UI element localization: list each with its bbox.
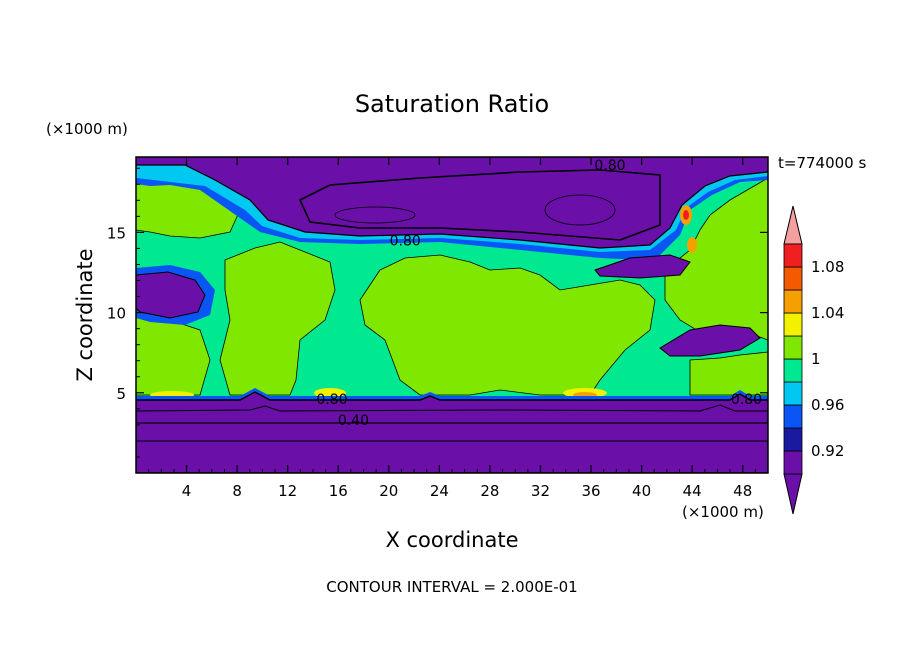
colorbar-swatch	[783, 381, 803, 406]
colorbar-swatch	[783, 312, 803, 337]
x-tick-label: 40	[632, 482, 651, 500]
y-unit-label: (×1000 m)	[46, 120, 128, 138]
right-dry-patch	[659, 324, 761, 357]
contour-label: 0.80	[390, 233, 421, 249]
y-axis-label: Z coordinate	[73, 248, 97, 381]
y-axis-ticks: 5 10 15	[107, 167, 768, 458]
x-tick-label: 20	[379, 482, 398, 500]
contour-label: 0.80	[316, 392, 347, 408]
upper-dry-layer	[136, 157, 768, 249]
contour-label: 0.40	[338, 413, 369, 429]
x-tick-label: 8	[232, 482, 242, 500]
x-tick-label: 36	[581, 482, 600, 500]
contour-label: 0.80	[731, 392, 762, 408]
colorbar-over-arrow	[783, 205, 803, 245]
colorbar-swatch	[783, 427, 803, 452]
x-tick-label: 12	[278, 482, 297, 500]
colorbar-tick-label: 1.04	[811, 304, 844, 322]
left-dry-blob	[136, 271, 206, 319]
colorbar-swatch	[783, 243, 803, 268]
colorbar-tick-label: 0.96	[811, 396, 844, 414]
upper-dry-core	[298, 169, 661, 241]
x-tick-label: 32	[531, 482, 550, 500]
colorbar-under-arrow	[783, 473, 803, 515]
colorbar-tick-label: 1.08	[811, 258, 844, 276]
chart-title: Saturation Ratio	[355, 90, 549, 118]
x-axis-ticks: 4 8 12 16 20 24 28 32 36 40 44 48	[148, 157, 756, 500]
x-unit-label: (×1000 m)	[682, 503, 764, 521]
colorbar-tick-label: 0.92	[811, 442, 844, 460]
colorbar-swatch	[783, 404, 803, 429]
x-tick-label: 24	[430, 482, 449, 500]
x-tick-label: 4	[182, 482, 192, 500]
colorbar: 0.92 0.96 1 1.04 1.08	[783, 205, 844, 515]
time-label: t=774000 s	[778, 154, 866, 172]
contour-field: 0.80 0.80 0.80 0.40 0.80	[136, 157, 768, 473]
colorbar-swatch	[783, 450, 803, 475]
surface-dry-layer	[136, 391, 768, 473]
upper-dry-inner-contour-2	[334, 206, 416, 224]
colorbar-tick-label: 1	[811, 350, 821, 368]
x-tick-label: 16	[329, 482, 348, 500]
contour-label: 0.80	[594, 158, 625, 174]
supersaturated-spots	[150, 205, 697, 399]
x-tick-label: 48	[733, 482, 752, 500]
contour-labels: 0.80 0.80 0.80 0.40 0.80	[316, 158, 762, 429]
colorbar-swatch	[783, 335, 803, 360]
y-tick-label: 15	[107, 224, 126, 242]
colorbar-swatch	[783, 358, 803, 383]
contour-interval-label: CONTOUR INTERVAL = 2.000E-01	[326, 578, 577, 596]
upper-dry-inner-contour	[544, 194, 616, 226]
x-tick-label: 44	[683, 482, 702, 500]
x-axis-label: X coordinate	[385, 528, 518, 552]
contour-line-0.60	[136, 404, 768, 412]
y-tick-label: 10	[107, 305, 126, 323]
mid-dry-streak	[594, 254, 691, 279]
colorbar-swatch	[783, 289, 803, 314]
colorbar-swatch	[783, 266, 803, 291]
x-tick-label: 28	[480, 482, 499, 500]
y-tick-label: 5	[116, 385, 126, 403]
